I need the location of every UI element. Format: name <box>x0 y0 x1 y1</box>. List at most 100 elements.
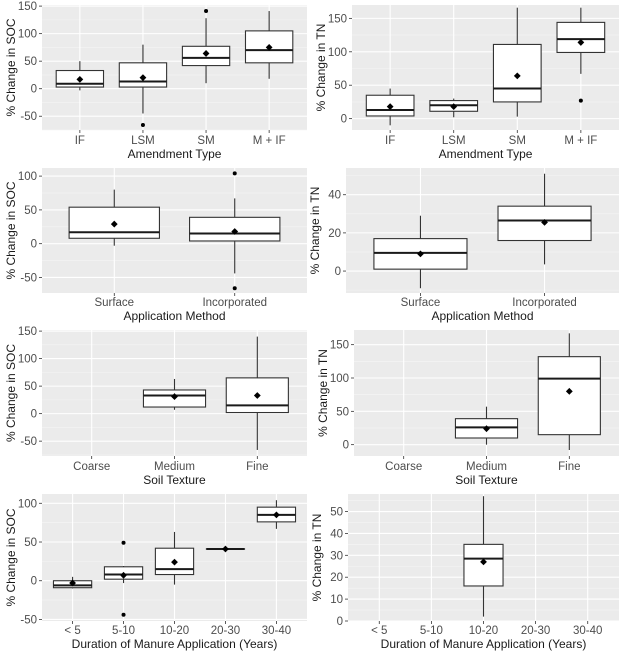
box-medium <box>142 378 207 410</box>
x-tick-label: 20-30 <box>521 625 550 637</box>
chart-panel-tn-duration: 0 10 20 30 40 50 < 5 5-10 10-20 20-30 30-40Duratio… <box>310 494 619 651</box>
x-tick-label: Coarse <box>385 461 422 473</box>
y-axis-title: % Change in TN <box>314 24 328 112</box>
outlier-point <box>232 171 237 176</box>
box-fine <box>537 333 601 450</box>
y-tick-label: 50 <box>24 205 37 217</box>
y-tick-label: 50 <box>336 406 349 418</box>
outlier-point <box>121 612 126 617</box>
x-tick-label: 30-40 <box>262 625 291 637</box>
x-axis-title: Application Method <box>431 309 533 323</box>
y-tick-label: 100 <box>18 29 37 41</box>
x-tick-label: 30-40 <box>573 625 602 637</box>
y-axis-title: % Change in TN <box>310 514 324 602</box>
y-tick-label: 20 <box>330 572 343 584</box>
box-20-30 <box>205 545 246 553</box>
mean-marker <box>253 392 261 399</box>
x-axis-title: Amendment Type <box>128 147 222 161</box>
x-tick-label: Incorporated <box>202 297 267 309</box>
y-tick-label: 40 <box>328 190 341 202</box>
mean-marker <box>273 511 280 519</box>
y-tick-label: 10 <box>330 594 343 606</box>
mean-marker <box>417 250 424 258</box>
chart-panel-tn-texture: 0 50 100 150 Coarse Medium Fine Soil Texture % C… <box>316 330 619 487</box>
mean-marker <box>69 579 76 587</box>
x-tick-label: < 5 <box>64 625 80 637</box>
x-tick-label: M + IF <box>253 135 286 147</box>
y-tick-label: 50 <box>24 537 37 549</box>
chart-panel-tn-amendment: 0 50 100 150 IF LSM SM M + IF Amendment Type % Ch… <box>314 5 619 161</box>
x-axis-title: Soil Texture <box>455 473 518 487</box>
box-incorporated <box>497 173 592 265</box>
y-tick-label: 50 <box>334 80 347 92</box>
mean-marker <box>565 387 573 395</box>
mean-marker <box>541 218 548 226</box>
box-iqr <box>463 543 504 587</box>
chart-panel-soc-application: -50 0 50 100 Surface IncorporatedApplication … <box>4 168 307 323</box>
box-incorporated <box>189 171 281 291</box>
y-tick-label: 0 <box>337 616 343 628</box>
y-tick-label: 100 <box>330 373 349 385</box>
x-tick-label: 10-20 <box>160 625 189 637</box>
box-sm <box>181 9 231 84</box>
y-axis-title: % Change in SOC <box>4 344 18 442</box>
mean-marker <box>450 103 458 111</box>
x-tick-label: Surface <box>94 297 134 309</box>
y-tick-label: 150 <box>330 340 349 352</box>
y-axis-title: % Change in TN <box>316 349 330 437</box>
y-tick-label: 100 <box>328 47 347 59</box>
y-tick-label: 0 <box>341 114 347 126</box>
outlier-point <box>578 98 583 103</box>
y-tick-label: 30 <box>330 550 343 562</box>
outlier-point <box>140 123 145 128</box>
x-tick-label: Medium <box>466 461 507 473</box>
y-tick-label: 50 <box>330 507 343 519</box>
mean-marker <box>171 558 178 566</box>
mean-marker <box>139 74 147 82</box>
y-tick-label: 100 <box>18 171 37 183</box>
x-tick-label: 5-10 <box>420 625 443 637</box>
y-tick-label: -50 <box>20 436 37 448</box>
y-tick-label: 150 <box>328 13 347 25</box>
outlier-point <box>232 286 237 291</box>
outlier-point <box>204 9 209 14</box>
box-30-40 <box>256 500 297 529</box>
mean-marker <box>483 425 490 433</box>
box-m-if <box>556 7 606 103</box>
y-tick-label: 40 <box>330 528 343 540</box>
y-axis-title: % Change in SOC <box>4 18 18 116</box>
box-sm <box>492 7 542 117</box>
box-iqr <box>556 21 606 54</box>
x-tick-label: IF <box>385 135 395 147</box>
y-tick-label: -50 <box>20 111 37 123</box>
mean-marker <box>222 545 229 553</box>
x-tick-label: IF <box>75 135 85 147</box>
y-axis-title: % Change in TN <box>308 187 322 275</box>
x-tick-label: 5-10 <box>112 625 135 637</box>
mean-marker <box>231 228 239 235</box>
mean-marker <box>120 571 127 579</box>
y-tick-label: 0 <box>31 84 37 96</box>
mean-marker <box>76 75 84 83</box>
x-tick-label: Incorporated <box>512 297 577 309</box>
x-tick-label: SM <box>197 135 214 147</box>
mean-marker <box>480 558 487 566</box>
x-tick-label: LSM <box>442 135 466 147</box>
chart-panel-soc-amendment: -50 0 50 100 150 IF LSM SM M + IF Amendment Type%… <box>4 1 307 161</box>
mean-marker <box>110 220 118 228</box>
outlier-point <box>121 540 126 545</box>
y-tick-label: -50 <box>20 272 37 284</box>
x-axis-title: Application Method <box>123 309 225 323</box>
y-tick-label: 20 <box>328 228 341 240</box>
box-iqr <box>537 356 601 436</box>
x-tick-label: 20-30 <box>211 625 240 637</box>
y-tick-label: 100 <box>18 498 37 510</box>
box-surface <box>373 215 468 289</box>
y-tick-label: 0 <box>335 266 341 278</box>
mean-marker <box>513 72 521 80</box>
y-tick-label: 0 <box>343 440 349 452</box>
mean-marker <box>577 39 585 46</box>
x-tick-label: Fine <box>558 461 580 473</box>
y-tick-label: 0 <box>31 576 37 588</box>
